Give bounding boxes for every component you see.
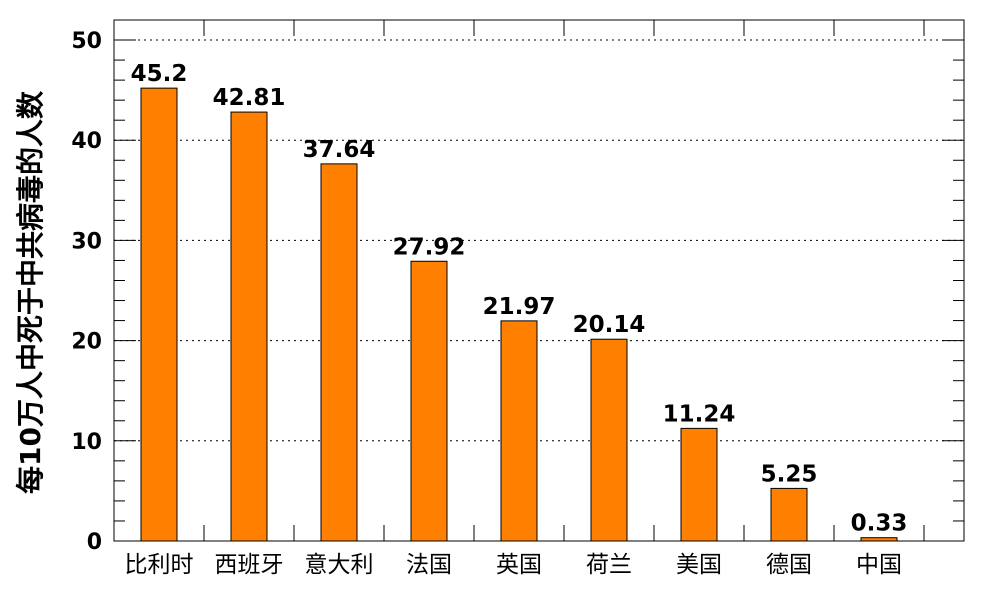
data-label: 37.64 <box>303 137 376 163</box>
bars <box>140 87 898 542</box>
category-label: 比利时 <box>125 552 194 578</box>
y-tick-label: 50 <box>71 29 102 54</box>
y-tick-label: 10 <box>71 430 102 455</box>
y-axis-title: 每10万人中死于中共病毒的人数 <box>14 90 47 494</box>
data-label: 0.33 <box>851 511 908 537</box>
data-labels: 45.2 42.81 37.64 27.92 21.97 20.14 11.24 5.25 0.… <box>131 61 908 537</box>
data-label: 20.14 <box>573 312 646 338</box>
bar <box>590 338 628 542</box>
category-label: 英国 <box>496 552 542 578</box>
data-label: 42.81 <box>213 85 286 111</box>
y-tick-label: 30 <box>71 229 102 254</box>
bar <box>410 260 448 542</box>
category-label: 意大利 <box>305 552 374 578</box>
gridlines <box>114 39 964 442</box>
y-tick-label: 40 <box>71 129 102 154</box>
data-label: 11.24 <box>663 401 736 427</box>
category-label: 德国 <box>766 552 812 578</box>
bar <box>680 427 718 542</box>
category-label: 美国 <box>676 552 722 578</box>
category-labels: 比利时 西班牙 意大利 法国 英国 荷兰 美国 德国 中国 <box>125 552 903 578</box>
category-label: 荷兰 <box>586 552 632 578</box>
data-label: 21.97 <box>483 294 556 320</box>
bar <box>230 111 268 542</box>
bar <box>500 320 538 542</box>
data-label: 5.25 <box>761 461 818 487</box>
bar <box>320 163 358 542</box>
data-label: 45.2 <box>131 61 188 87</box>
bar <box>140 87 178 542</box>
category-label: 中国 <box>856 552 902 578</box>
y-axis-ticks: 0 10 20 30 40 50 <box>71 19 964 555</box>
category-label: 西班牙 <box>215 552 284 578</box>
category-label: 法国 <box>406 552 452 578</box>
y-tick-label: 20 <box>71 330 102 355</box>
bar <box>770 487 808 542</box>
y-tick-label: 0 <box>87 530 102 555</box>
data-label: 27.92 <box>393 234 466 260</box>
x-axis-ticks <box>203 20 925 541</box>
